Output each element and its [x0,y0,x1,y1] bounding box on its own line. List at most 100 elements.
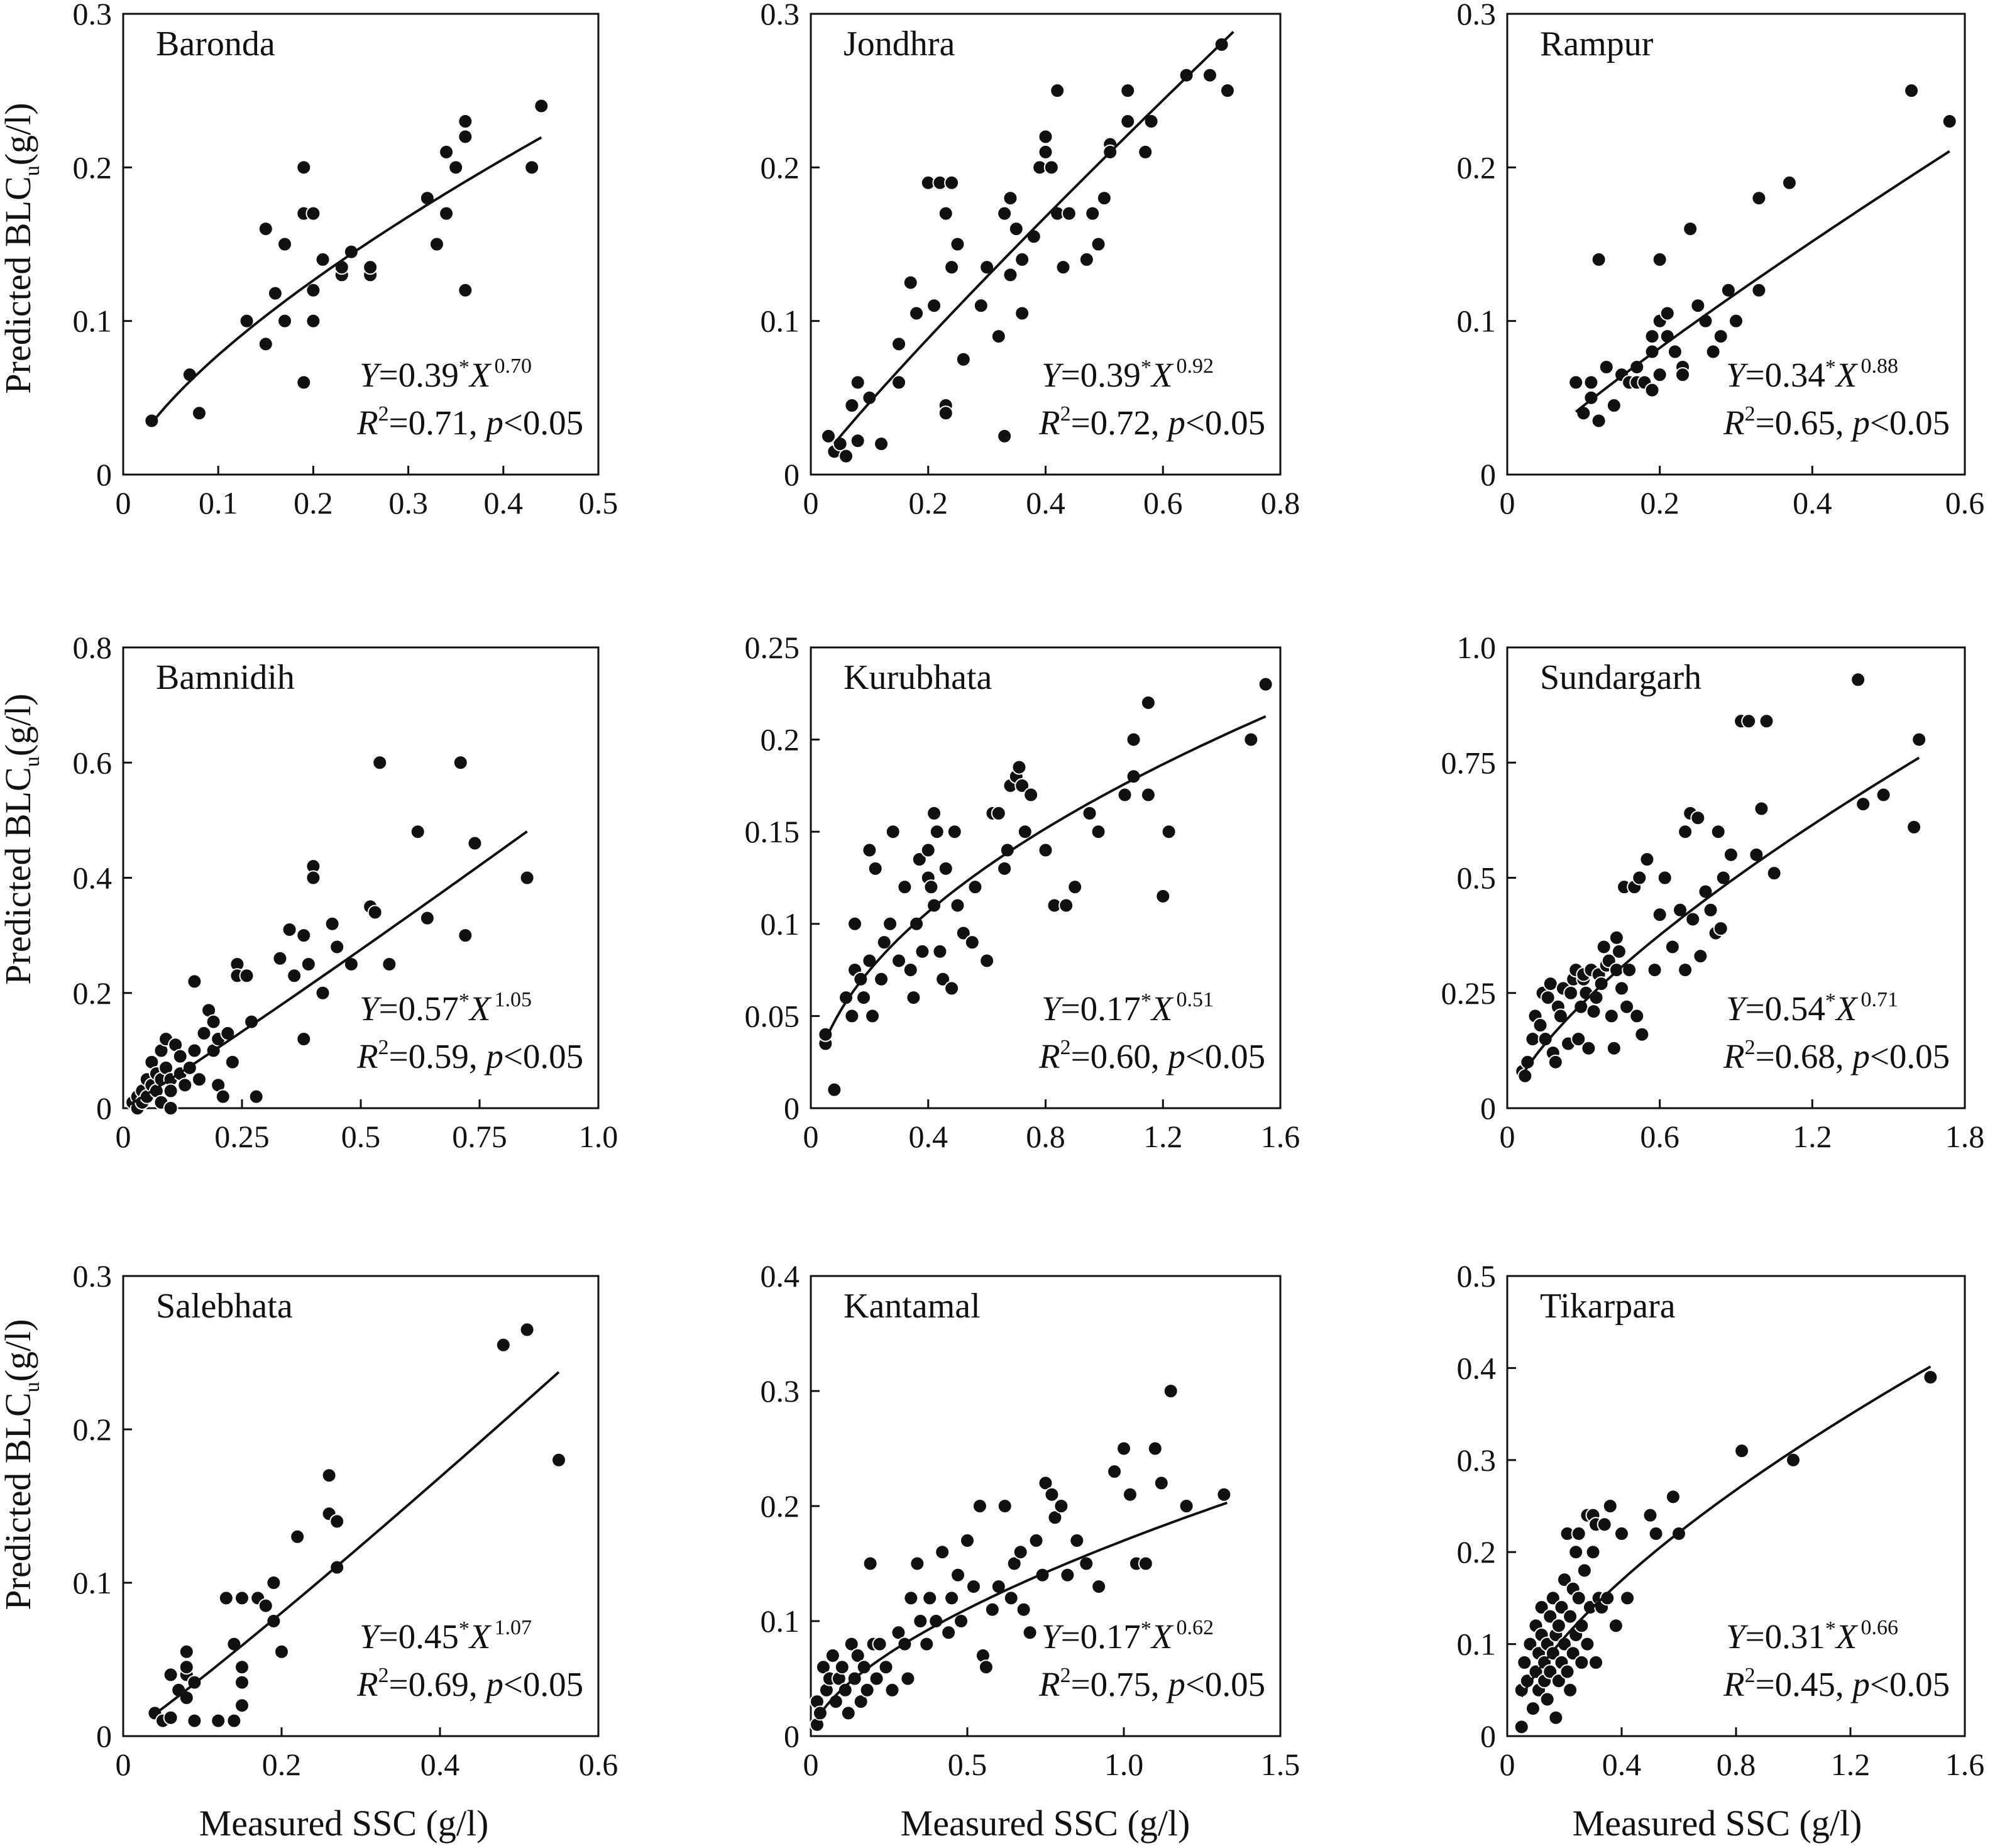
data-point [862,842,877,858]
data-point [878,1659,894,1675]
data-point [1652,251,1668,267]
data-point [1629,1008,1645,1024]
data-point [1003,267,1018,283]
y-tick-label: 0 [784,457,800,492]
x-tick-label: 1.2 [1143,1119,1183,1154]
data-point [1551,1618,1566,1634]
data-point [897,879,913,895]
data-point [891,1625,906,1641]
data-point [218,1590,234,1606]
data-point [1904,83,1920,99]
data-point [1657,870,1673,886]
data-point [467,835,483,851]
data-point [938,405,954,421]
y-tick-label: 0.4 [73,861,113,896]
data-point [1120,83,1136,99]
x-tick-label: 0.3 [388,485,428,520]
data-point [1632,870,1647,886]
data-point [1568,1544,1584,1560]
x-tick-label: 0.4 [1026,485,1065,520]
y-tick-label: 0 [96,1091,112,1126]
data-point [1147,1441,1163,1456]
data-point [965,1579,981,1595]
data-point [1713,921,1728,937]
data-point [1557,1572,1572,1588]
y-axis-titles: Predicted BLCu(g/l) Predicted BLCu(g/l) … [0,102,44,1610]
fit-equation: Y=0.17*X 0.62 [1041,1616,1214,1656]
data-point [224,1054,240,1070]
data-point [1728,313,1744,329]
data-point [274,1644,289,1659]
x-tick-label: 0.4 [909,1119,948,1154]
fit-curve [833,31,1234,444]
y-tick-label: 0.1 [1457,1627,1497,1662]
data-point [196,1025,212,1041]
data-point [837,1682,853,1698]
x-tick-label: 0.5 [341,1119,381,1154]
data-point [922,1590,938,1606]
data-point [458,928,473,943]
data-point [844,1636,859,1652]
y-tick-label: 0.6 [73,745,113,780]
chart-panels: 0 0.1 0.2 0.3 0.4 0.5 0 0.1 0.2 0.3 Baronda Y=0.39*… [73,0,1985,1782]
data-point [458,282,473,298]
data-point [911,852,927,867]
data-point [1583,375,1599,390]
data-point [947,824,962,840]
y-axis-title: Predicted BLCu(g/l) [0,1319,44,1610]
data-point [234,1590,250,1606]
data-point [1596,939,1612,955]
data-point [1545,1590,1561,1606]
data-point [1690,298,1706,314]
fit-curve [1575,150,1950,413]
data-point [1525,1701,1541,1717]
site-label: Baronda [156,25,275,63]
chart-panel-tikarpara: 0 0.4 0.8 1.2 1.6 0 0.1 0.2 0.3 0.4 0.5 Tikarpara Y=… [1457,1258,1985,1782]
data-point [324,916,340,932]
data-point [954,1614,969,1629]
x-tick-label: 0 [803,1119,819,1154]
data-point [1652,367,1668,383]
data-point [1117,787,1133,803]
data-point [1219,83,1235,99]
data-point [920,842,936,858]
data-point [448,160,464,175]
data-point [177,1077,193,1093]
x-axis-title: Measured SSC (g/l) [1573,1803,1862,1844]
data-point [903,962,918,978]
data-point [903,1590,919,1606]
x-tick-label: 0 [116,485,131,520]
y-tick-label: 0.2 [73,150,113,185]
data-point [1600,1590,1615,1606]
data-point [321,1468,337,1483]
data-point [1568,375,1584,390]
x-tick-label: 1.6 [1261,1119,1300,1154]
data-point [1647,962,1662,978]
data-point [1648,1526,1664,1541]
x-tick-label: 0.6 [1143,485,1183,520]
x-tick-label: 0 [803,1747,819,1782]
data-point [1542,1609,1558,1624]
data-point [282,921,297,937]
data-point [1693,949,1708,964]
x-tick-label: 0.2 [909,485,948,520]
data-point [1911,732,1927,747]
data-point [865,1008,881,1024]
data-point [1061,206,1077,221]
data-point [1091,1579,1107,1595]
site-label: Rampur [1540,25,1654,63]
data-point [367,905,383,920]
data-point [419,910,435,926]
data-point [906,990,921,1006]
data-point [1058,898,1074,913]
data-point [1140,787,1156,803]
data-point [944,1590,960,1606]
data-point [944,260,960,275]
y-tick-label: 0 [784,1719,800,1754]
data-point [248,1089,264,1104]
data-point [551,1452,566,1468]
y-tick-label: 0.3 [1457,0,1497,31]
data-point [891,953,907,969]
y-tick-label: 0.5 [1457,1258,1497,1294]
